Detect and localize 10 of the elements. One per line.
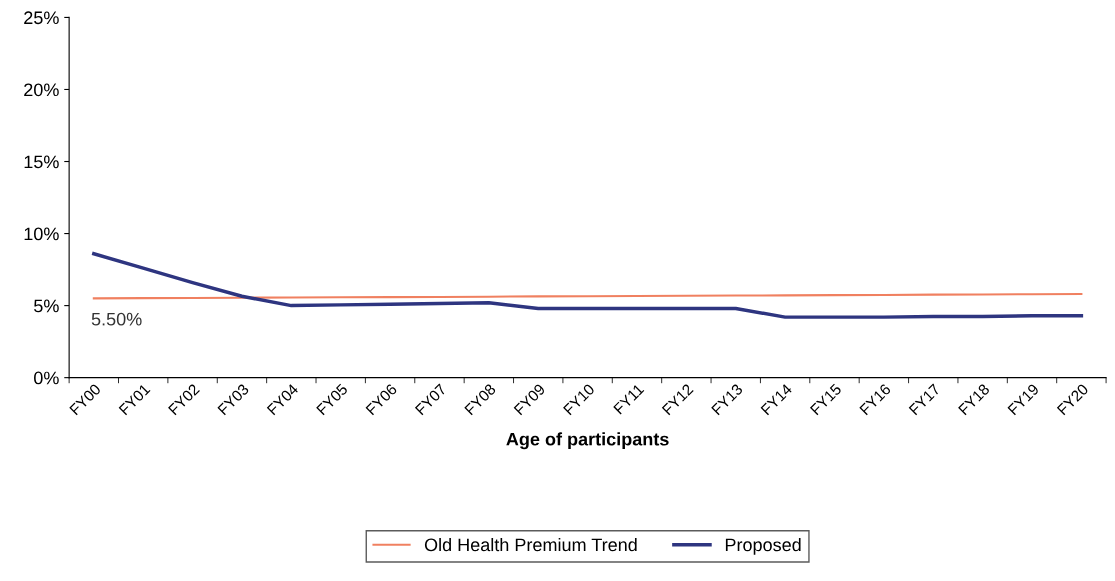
y-tick-label: 5% [34,299,59,313]
x-axis-title: Age of participants [506,432,669,450]
y-tick-label: 0% [34,371,59,385]
legend-label: Old Health Premium Trend [424,537,637,552]
legend-label: Proposed [725,537,801,555]
data-label: 5.50% [91,312,142,326]
y-tick-label: 25% [24,11,59,25]
y-tick-label: 20% [24,83,59,97]
y-tick-label: 15% [24,155,59,169]
y-tick-label: 10% [24,227,59,241]
